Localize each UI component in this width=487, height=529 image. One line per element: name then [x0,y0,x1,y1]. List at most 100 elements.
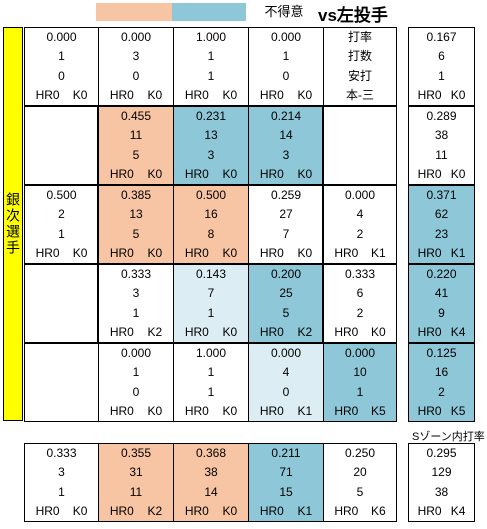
row-label: 安打 [347,68,372,83]
cell-k: K0 [297,245,313,260]
zone-cell [24,106,99,185]
cell-avg: 0.200 [270,267,302,281]
cell-hits: 2 [356,226,364,241]
cell-avg: 0.220 [426,267,457,281]
cell-hr: HR0 [109,166,134,181]
cell-avg: 0.355 [120,446,152,460]
cell-at-bats: 1 [207,49,215,64]
cell-avg [25,107,98,126]
cell-at-bats: 16 [434,365,449,380]
cell-hr-k: HR0 K5 [324,402,396,421]
cell-avg: 0.371 [426,188,457,202]
cell-hits: 11 [129,484,143,499]
cell-k: K0 [147,245,163,260]
cell-hr: HR0 [184,87,209,102]
cell-hr-k: HR0 K0 [324,323,396,342]
legend-bad-swatch [172,3,246,21]
cell-avg: 0.000 [344,188,376,202]
player-label: 銀次選手 [3,27,23,421]
zone-cell: 0.000 10 1 HR0 K5 [323,343,397,422]
zone-cell: 1.000 1 1 HR0 K0 [173,343,249,422]
zone-cell: 0.333 3 1 HR0 K2 [98,264,174,343]
cell-hr: HR0 [417,503,442,518]
cell-avg: 0.333 [120,267,152,281]
cell-hr: HR0 [259,245,284,260]
cell-hr: HR0 [334,324,359,339]
cell-hr: HR0 [109,245,134,260]
cell-k: K1 [297,503,313,518]
cell-avg: 0.333 [46,446,77,460]
cell-hr: HR0 [259,324,284,339]
cell-avg: 0.500 [46,188,77,202]
cell-k: K0 [222,245,238,260]
cell-hits: 1 [438,68,445,83]
cell-hr: HR0 [184,324,209,339]
cell-at-bats: 7 [207,286,215,301]
cell-hr-k: HR0 K4 [409,323,474,342]
cell-hr: HR0 [109,403,134,418]
cell-hits: 11 [435,147,448,162]
zone-cell: 0.000 3 0 HR0 K0 [98,27,174,106]
cell-hits: 23 [434,226,449,241]
legend-good-swatch [96,3,172,21]
cell-hits: 0 [58,68,65,83]
cell-hr: HR0 [417,245,442,260]
zone-cell: 0.289 38 11 HR0 K0 [408,106,475,185]
cell-hr: HR0 [417,87,442,102]
cell-hr: HR0 [184,403,209,418]
cell-k: K0 [222,87,238,102]
zone-cell: 0.385 13 5 HR0 K0 [98,185,174,264]
cell-k: K0 [450,87,466,102]
cell-at-bats: 3 [132,286,140,301]
cell-hr-k: HR0 K0 [174,165,248,184]
total-cell: 0.250 20 5 HR0 K6 [323,443,397,522]
cell-hr: HR0 [417,166,442,181]
cell-hr: HR0 [35,245,60,260]
zone-cell [24,264,99,343]
cell-hr-k: HR0 K0 [174,86,248,105]
zone-cell: 0.333 6 2 HR0 K0 [323,264,397,343]
cell-avg: 1.000 [195,30,227,44]
cell-at-bats: 1 [207,365,215,380]
cell-k: K0 [450,166,466,181]
cell-avg: 0.250 [344,446,376,460]
cell-hits: 8 [207,226,215,241]
zone-cell: 1.000 1 1 HR0 K0 [173,27,249,106]
cell-hits: 5 [132,147,140,162]
cell-k: K0 [72,245,88,260]
zone-cell: 0.167 6 1 HR0 K0 [408,27,475,106]
cell-at-bats [324,126,396,145]
cell-k: K0 [222,503,238,518]
cell-hr-k: HR0 K0 [99,402,173,421]
cell-hr-k: HR0 K5 [409,402,474,421]
cell-k: K0 [147,403,163,418]
zone-cell: 0.200 25 5 HR0 K2 [248,264,324,343]
zone-cell: 0.000 1 0 HR0 K0 [24,27,99,106]
cell-hr: HR0 [184,166,209,181]
cell-hits [25,383,98,402]
cell-avg: 0.167 [426,30,457,44]
cell-hr-k: HR0 K0 [409,86,474,105]
cell-hits: 9 [438,305,445,320]
cell-hits: 0 [282,384,290,399]
cell-k: K0 [297,166,313,181]
zone-cell: 0.125 16 2 HR0 K5 [408,343,475,422]
cell-avg: 0.214 [270,109,302,123]
row-label: 打数 [347,49,372,64]
chart-title: vs左投手 [318,6,388,25]
cell-avg: 0.000 [46,30,77,44]
zone-cell: 0.500 16 8 HR0 K0 [173,185,249,264]
zone-summary-title: Sゾーン内打率 [412,431,485,443]
cell-at-bats: 71 [279,465,293,480]
cell-hr-k: HR0 K2 [99,323,173,342]
cell-hr: HR0 [259,87,284,102]
total-cell: 0.368 38 14 HR0 K0 [173,443,249,522]
cell-hits [324,146,396,165]
cell-hits: 5 [282,305,290,320]
cell-hr: HR0 [417,324,442,339]
cell-hits: 0 [132,384,140,399]
cell-at-bats: 2 [58,207,65,222]
cell-avg: 0.125 [426,346,457,360]
cell-hr: HR0 [334,245,359,260]
cell-avg: 0.259 [270,188,302,202]
